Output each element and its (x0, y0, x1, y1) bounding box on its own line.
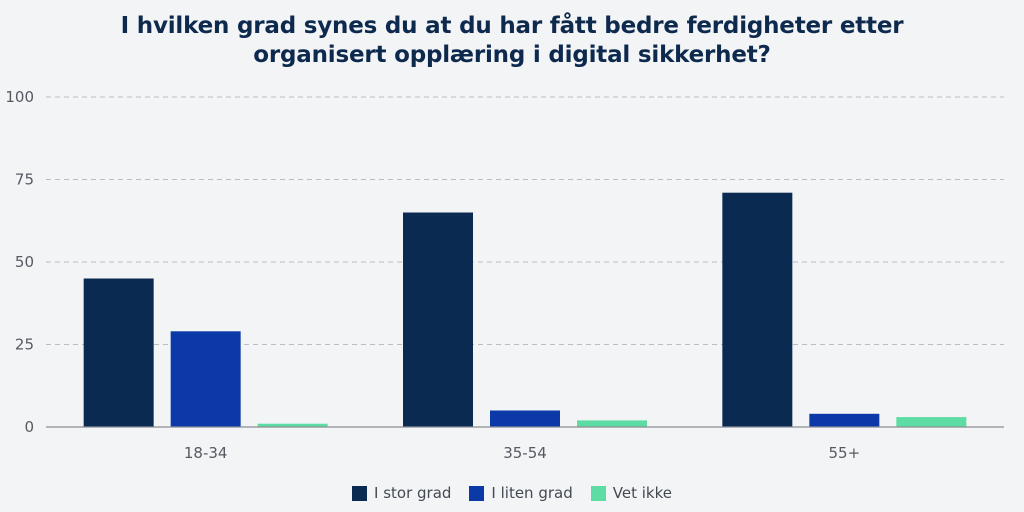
bar-35-54-i-liten-grad (490, 410, 560, 427)
legend-item-vet-ikke: Vet ikke (590, 484, 672, 502)
bar-55+-vet-ikke (896, 417, 967, 427)
legend-item-liten: I liten grad (469, 484, 573, 502)
bar-18-34-i-stor-grad (83, 278, 154, 427)
legend-label-stor: I stor grad (374, 484, 452, 502)
bar-55+-i-liten-grad (809, 413, 880, 427)
y-tick-label-0: 0 (24, 418, 34, 436)
legend-swatch-stor (352, 485, 368, 501)
y-tick-label-50: 50 (15, 253, 34, 271)
bar-35-54-i-stor-grad (403, 212, 473, 427)
y-tick-label-75: 75 (15, 171, 34, 189)
legend-item-stor: I stor grad (352, 484, 451, 502)
chart-title-line-1: I hvilken grad synes du at du har fått b… (120, 13, 904, 39)
x-tick-label-18-34: 18-34 (184, 444, 228, 462)
x-tick-label-55+: 55+ (829, 444, 861, 462)
bar-55+-i-stor-grad (722, 192, 793, 427)
chart-title: I hvilken grad synes du at du har fått b… (0, 12, 1024, 70)
y-tick-label-100: 100 (5, 88, 34, 106)
chart-title-line-2: organisert opplæring i digital sikkerhet… (253, 42, 771, 68)
legend-label-liten: I liten grad (491, 484, 573, 502)
x-tick-label-35-54: 35-54 (503, 444, 547, 462)
bar-18-34-i-liten-grad (170, 331, 241, 427)
y-tick-label-25: 25 (15, 336, 34, 354)
legend-swatch-vet-ikke (590, 485, 606, 501)
legend: I stor grad I liten grad Vet ikke (0, 484, 1024, 502)
bar-18-34-vet-ikke (257, 423, 328, 427)
bar-35-54-vet-ikke (577, 420, 647, 427)
legend-label-vet-ikke: Vet ikke (612, 484, 672, 502)
legend-swatch-liten (469, 485, 485, 501)
